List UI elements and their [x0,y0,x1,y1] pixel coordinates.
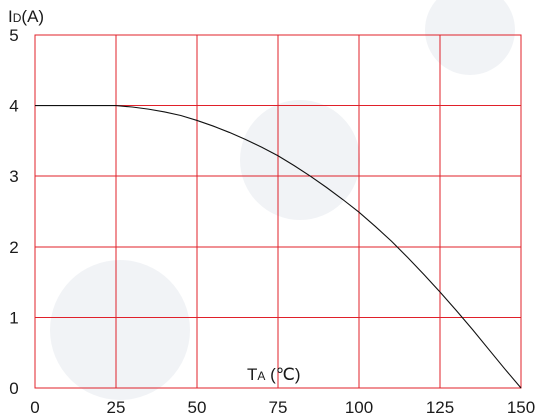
y-tick-label: 5 [9,26,18,45]
x-tick-label: 150 [507,398,535,417]
plot-frame [34,34,522,389]
series-line [35,105,522,389]
watermark-shape [240,100,360,220]
y-tick-label: 3 [9,167,18,186]
watermark [50,0,515,400]
tick-labels: 0 25 50 75 100 125 150 0 1 2 3 4 5 [9,26,535,417]
x-tick-label: 75 [269,398,288,417]
x-tick-label: 50 [188,398,207,417]
series-line-group [35,105,522,389]
y-tick-label: 1 [9,308,18,327]
y-tick-label: 4 [9,97,18,116]
watermark-shape [50,260,190,400]
x-axis-title: TA (℃) [247,365,301,384]
x-tick-label: 25 [107,398,126,417]
y-tick-label: 2 [9,238,18,257]
x-tick-label: 125 [426,398,454,417]
y-axis-title: ID(A) [8,7,44,26]
x-tick-label: 100 [345,398,373,417]
watermark-shape [425,0,515,75]
x-tick-label: 0 [30,398,39,417]
y-tick-label: 0 [9,379,18,398]
